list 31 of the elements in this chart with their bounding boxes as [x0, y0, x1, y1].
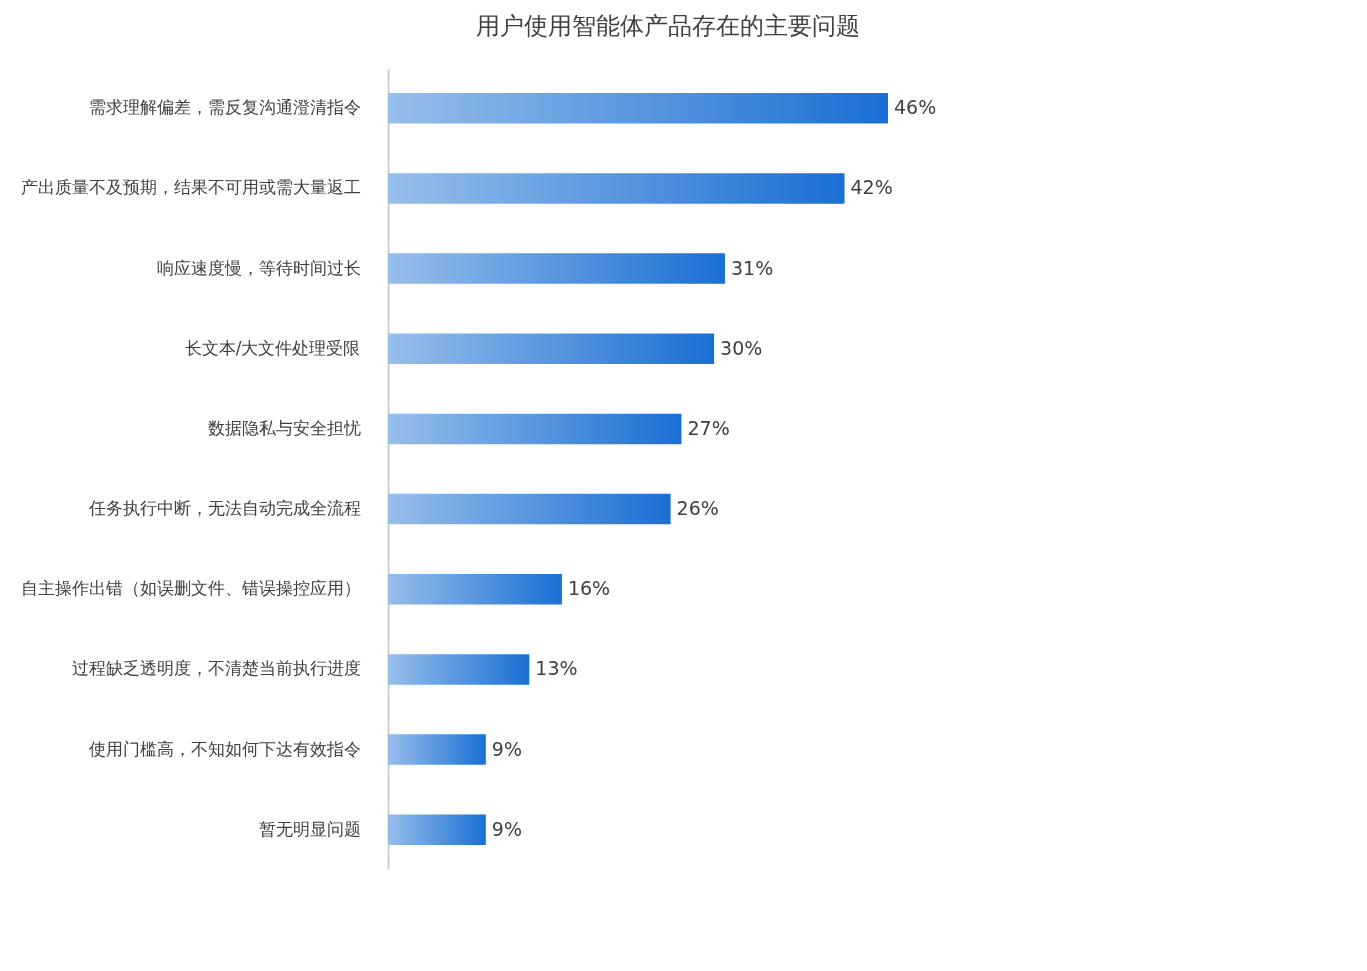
bar	[388, 173, 845, 204]
data-label: 31%	[730, 256, 774, 279]
y-tick-label: 任务执行中断，无法自动完成全流程	[87, 498, 361, 519]
y-tick-label: 需求理解偏差，需反复沟通澄清指令	[88, 97, 361, 118]
y-tick-label: 暂无明显问题	[258, 818, 361, 839]
bar	[388, 654, 530, 685]
data-label: 27%	[687, 416, 730, 439]
y-tick-label: 产出质量不及预期，结果不可用或需大量返工	[20, 177, 361, 198]
y-tick-label: 自主操作出错（如误删文件、错误操控应用）	[20, 578, 361, 599]
bar	[388, 493, 671, 525]
y-tick-label: 过程缺乏透明度，不清楚当前执行进度	[71, 658, 361, 679]
bar	[388, 413, 682, 445]
bar	[388, 253, 725, 284]
data-label: 16%	[567, 577, 611, 600]
data-label: 13%	[535, 657, 578, 680]
data-label: 30%	[720, 336, 763, 359]
y-tick-label: 使用门槛高，不知如何下达有效指令	[88, 738, 361, 759]
chart-title: 用户使用智能体产品存在的主要问题	[476, 12, 860, 40]
data-label: 26%	[676, 497, 719, 520]
data-label: 42%	[850, 176, 893, 199]
data-label: 9%	[491, 817, 522, 840]
data-label: 46%	[894, 96, 937, 119]
bar	[388, 734, 486, 765]
bar	[388, 93, 888, 124]
bar	[388, 333, 715, 364]
y-tick-label: 长文本/大文件处理受限	[184, 337, 361, 358]
y-tick-label: 数据隐私与安全担忧	[207, 417, 361, 438]
data-label: 9%	[491, 737, 522, 760]
bar	[388, 574, 562, 605]
bar	[388, 814, 486, 845]
y-tick-label: 响应速度慢，等待时间过长	[156, 257, 361, 278]
